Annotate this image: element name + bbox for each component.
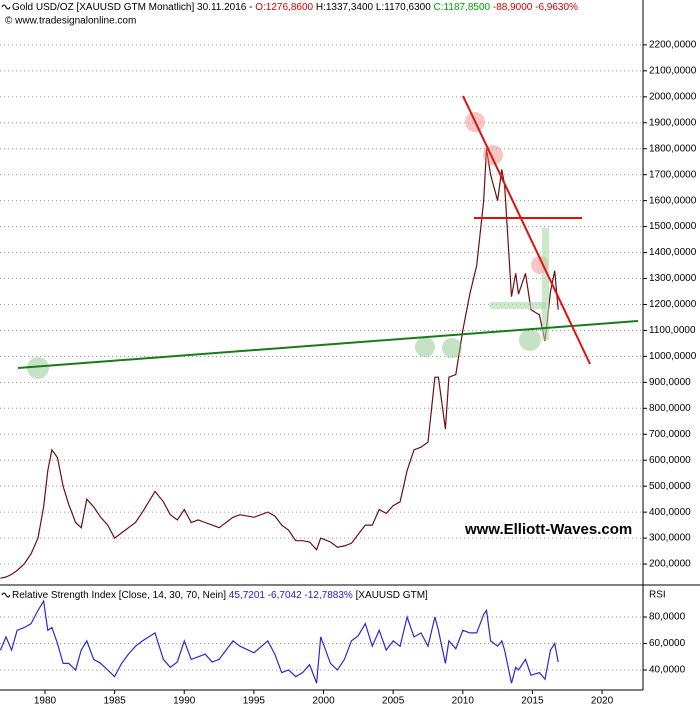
y-tick-label: 1800,0000 <box>649 143 697 154</box>
y-tick-label: 200,0000 <box>649 559 691 570</box>
y-tick-label: 1200,0000 <box>649 299 697 310</box>
y-tick-label: 80,0000 <box>649 612 686 623</box>
highlight <box>27 357 49 379</box>
header-value: L:1170,6300 <box>373 2 431 13</box>
x-tick-label: 1980 <box>34 696 57 707</box>
marker-bar <box>490 302 546 309</box>
y-tick-label: 400,0000 <box>649 507 691 518</box>
header-icon <box>1 592 11 598</box>
y-tick-label: 1300,0000 <box>649 273 697 284</box>
x-tick-label: 2000 <box>312 696 335 707</box>
y-tick-label: 900,0000 <box>649 377 691 388</box>
y-tick-label: 1900,0000 <box>649 117 697 128</box>
highlight-circles <box>27 329 541 379</box>
y-tick-label: 300,0000 <box>649 533 691 544</box>
y-tick-label: 800,0000 <box>649 403 691 414</box>
highlight <box>519 329 541 351</box>
panel-header: Gold USD/OZ [XAUUSD GTM Monatlich] 30.11… <box>12 2 578 13</box>
price-line <box>0 599 559 684</box>
x-tick-label: 2010 <box>452 696 475 707</box>
header-value: 45,7201 -6,7042 -12,7883% <box>226 590 353 601</box>
y-axis-label: RSI <box>649 590 666 601</box>
x-tick-label: 1995 <box>243 696 266 707</box>
trend-line <box>462 95 591 365</box>
x-tick-label: 2015 <box>521 696 544 707</box>
x-tick-label: 1990 <box>173 696 196 707</box>
y-tick-label: 2000,0000 <box>649 91 697 102</box>
price-line <box>0 148 559 579</box>
x-tick-label: 2005 <box>382 696 405 707</box>
trend-line <box>17 320 639 369</box>
y-tick-label: 600,0000 <box>649 455 691 466</box>
x-tick-label: 1985 <box>103 696 126 707</box>
annotations <box>17 95 639 379</box>
highlight <box>415 337 435 357</box>
y-tick-label: 1100,0000 <box>649 325 696 336</box>
header-value: [XAUUSD GTM] <box>353 590 428 601</box>
y-tick-label: 1700,0000 <box>649 169 697 180</box>
y-tick-label: 2100,0000 <box>649 66 697 77</box>
marker-bar <box>542 228 549 340</box>
y-tick-label: 1000,0000 <box>649 351 697 362</box>
y-tick-label: 40,0000 <box>649 665 686 676</box>
y-tick-label: 1500,0000 <box>649 221 697 232</box>
x-tick-label: 2020 <box>591 696 614 707</box>
header-icon <box>1 4 11 10</box>
header-title: Relative Strength Index [Close, 14, 30, … <box>12 590 226 601</box>
subtitle: © www.tradesignalonline.com <box>5 16 136 27</box>
y-tick-label: 60,0000 <box>649 638 686 649</box>
highlight <box>483 145 503 165</box>
y-tick-label: 1600,0000 <box>649 195 697 206</box>
header-title: Gold USD/OZ [XAUUSD GTM Monatlich] 30.11… <box>12 2 255 13</box>
header-value: C:1187,8500 <box>431 2 491 13</box>
y-tick-label: 700,0000 <box>649 429 691 440</box>
y-tick-label: 1400,0000 <box>649 247 697 258</box>
y-tick-label: 2200,0000 <box>649 40 697 51</box>
header-value: H:1337,3400 <box>313 2 373 13</box>
panel-header: Relative Strength Index [Close, 14, 30, … <box>12 590 428 601</box>
y-tick-label: 500,0000 <box>649 481 691 492</box>
watermark: www.Elliott-Waves.com <box>464 521 632 538</box>
header-value: O:1276,8600 <box>255 2 313 13</box>
highlight <box>442 338 462 358</box>
header-value: -88,9000 -6,9630% <box>490 2 578 13</box>
